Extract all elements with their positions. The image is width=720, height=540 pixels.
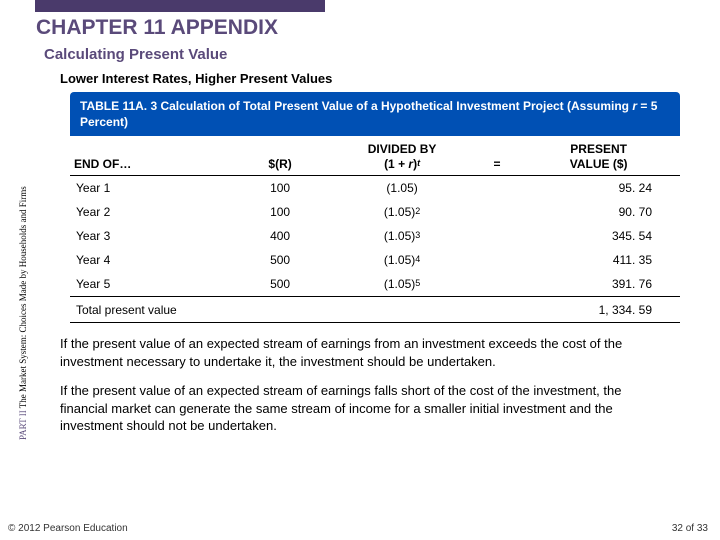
total-value: 1, 334. 59 (517, 297, 680, 323)
col-pv2: VALUE ($) (570, 157, 628, 171)
caption-main: Calculation of Total Present Value of a … (160, 99, 632, 113)
cell-eq (477, 248, 518, 272)
body-paragraph-2: If the present value of an expected stre… (60, 382, 670, 435)
table-row: Year 2100(1.05)2 90. 70 (70, 200, 680, 224)
cell-div: (1.05)2 (328, 200, 477, 224)
table-row: Year 1100(1.05) 95. 24 (70, 176, 680, 201)
col-r: $(R) (233, 136, 328, 175)
table-header-row: END OF… $(R) DIVIDED BY (1 + r)t = PRESE… (70, 136, 680, 175)
cell-r: 500 (233, 272, 328, 297)
cell-eq (477, 200, 518, 224)
table-caption: TABLE 11A. 3 Calculation of Total Presen… (70, 92, 680, 136)
cell-r: 400 (233, 224, 328, 248)
table-row: Year 5500(1.05)5 391. 76 (70, 272, 680, 297)
cell-div: (1.05)4 (328, 248, 477, 272)
footer-copyright: © 2012 Pearson Education (8, 523, 128, 534)
table-total-row: Total present value 1, 334. 59 (70, 297, 680, 323)
col-end-of: END OF… (70, 136, 233, 175)
page-content: CHAPTER 11 APPENDIX Calculating Present … (0, 16, 720, 435)
col-div-l1: DIVIDED BY (368, 142, 437, 156)
cell-eq (477, 176, 518, 201)
cell-eq (477, 224, 518, 248)
cell-year: Year 3 (70, 224, 233, 248)
cell-year: Year 1 (70, 176, 233, 201)
cell-r: 100 (233, 200, 328, 224)
col-divided: DIVIDED BY (1 + r)t (328, 136, 477, 175)
col-div-l2d: t (417, 158, 420, 168)
col-div-l2a: (1 + (384, 157, 408, 171)
table-row: Year 3400(1.05)3 345. 54 (70, 224, 680, 248)
top-accent-bar (35, 0, 325, 12)
chapter-title: CHAPTER 11 APPENDIX (36, 16, 700, 40)
sidebar-part: PART II (18, 408, 28, 440)
cell-pv: 90. 70 (517, 200, 680, 224)
section-title: Calculating Present Value (44, 46, 700, 63)
cell-eq (477, 272, 518, 297)
pv-table: END OF… $(R) DIVIDED BY (1 + r)t = PRESE… (70, 136, 680, 323)
subsection-title: Lower Interest Rates, Higher Present Val… (60, 71, 700, 86)
cell-year: Year 4 (70, 248, 233, 272)
sidebar-rest: The Market System: Choices Made by House… (18, 186, 28, 408)
footer-page-num: 32 of 33 (672, 523, 708, 534)
col-pv1: PRESENT (570, 142, 627, 156)
cell-r: 100 (233, 176, 328, 201)
cell-div: (1.05)5 (328, 272, 477, 297)
cell-year: Year 5 (70, 272, 233, 297)
cell-div: (1.05) (328, 176, 477, 201)
cell-pv: 345. 54 (517, 224, 680, 248)
cell-pv: 95. 24 (517, 176, 680, 201)
cell-r: 500 (233, 248, 328, 272)
cell-pv: 391. 76 (517, 272, 680, 297)
table-container: TABLE 11A. 3 Calculation of Total Presen… (70, 92, 680, 323)
col-pv: PRESENT VALUE ($) (517, 136, 680, 175)
caption-prefix: TABLE 11A. 3 (80, 99, 160, 113)
body-paragraph-1: If the present value of an expected stre… (60, 335, 670, 370)
total-label: Total present value (70, 297, 233, 323)
sidebar-label: PART II The Market System: Choices Made … (18, 186, 28, 440)
cell-year: Year 2 (70, 200, 233, 224)
cell-div: (1.05)3 (328, 224, 477, 248)
cell-pv: 411. 35 (517, 248, 680, 272)
col-eq: = (477, 136, 518, 175)
table-row: Year 4500(1.05)4 411. 35 (70, 248, 680, 272)
